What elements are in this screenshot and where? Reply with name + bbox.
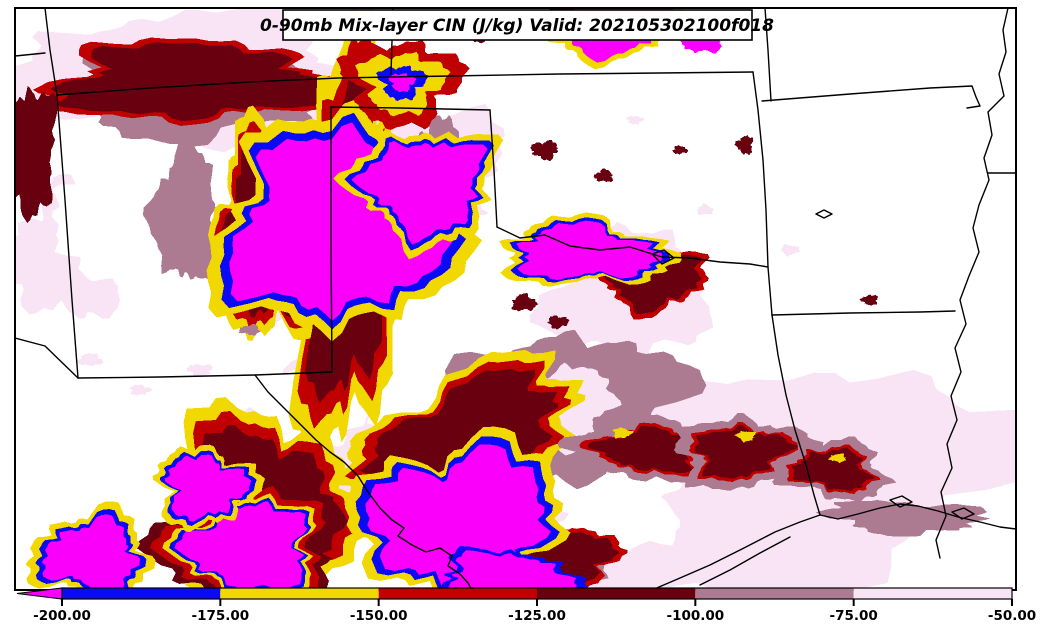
magenta-bottom-left-magenta <box>41 514 141 590</box>
speck-maroon <box>593 168 613 182</box>
lake-texoma <box>651 249 675 265</box>
lake-arkansas <box>815 209 833 219</box>
river-red <box>496 226 769 268</box>
coast-gulf <box>651 503 1016 590</box>
plot-title: 0-90mb Mix-layer CIN (J/kg) Valid: 20210… <box>260 16 774 36</box>
border-missouri-arkansas <box>761 85 981 109</box>
border-37n-parallel <box>56 71 754 96</box>
colorbar-segment-yellow <box>220 588 379 599</box>
speck-maroon <box>530 139 558 161</box>
mauve-coastal-strip-mauve <box>815 500 991 537</box>
magenta-kansas-west-magenta <box>229 122 455 321</box>
maroon-left-edge-maroon <box>15 86 58 223</box>
magenta-west-texas-magenta <box>164 454 252 522</box>
maroon-east-texas-2-maroon <box>694 425 798 479</box>
colorbar: -200.00 -175.00 -150.00 -125.00 -100.00 -75.0… <box>16 587 1036 624</box>
speck-yellow <box>734 431 757 443</box>
speck-yellow <box>612 427 634 439</box>
colorbar-segment-mauve <box>695 588 854 599</box>
speck-pink <box>75 352 104 367</box>
speck-pink <box>129 384 152 396</box>
border-newmexico-west <box>56 94 79 379</box>
magenta-south-texas-ext-magenta <box>446 550 578 590</box>
cluster-panhandle-north-magenta <box>387 73 417 93</box>
colorbar-tick-label: -125.00 <box>508 608 566 624</box>
white-central-oklahoma-white <box>472 121 653 243</box>
title-box-frame <box>282 9 753 41</box>
border-missouri-west-top <box>764 8 772 102</box>
border-utah-colorado <box>44 8 58 96</box>
coast-barrier-island <box>699 536 791 586</box>
colorbar-segment-blue <box>62 588 221 599</box>
border-oklahoma-west <box>489 109 498 228</box>
border-topleft-segment <box>15 52 46 57</box>
colorbar-tick-label: -200.00 <box>33 608 91 624</box>
speck-pink <box>909 463 929 476</box>
magenta-border-cluster-magenta <box>174 500 308 590</box>
colorbar-tick-label: -175.00 <box>191 608 249 624</box>
speck-maroon <box>734 135 754 155</box>
maroon-colorado-band-maroon <box>50 42 365 122</box>
border-texas-louisiana <box>771 314 821 516</box>
colorbar-segment-pink <box>853 588 1012 599</box>
speck-pink <box>625 116 645 125</box>
magenta-red-river-magenta <box>516 220 663 280</box>
speck-yellow <box>827 453 847 463</box>
speck-maroon <box>511 293 538 312</box>
speck-mauve <box>238 323 261 336</box>
border-arizona-corner <box>15 337 79 379</box>
colorbar-segment-maroon <box>537 588 696 599</box>
colorbar-segment-red <box>378 588 537 599</box>
river-mississippi <box>935 8 1009 559</box>
lake-louisiana-1 <box>889 495 913 508</box>
maroon-east-texas-3-maroon <box>791 447 875 491</box>
speck-pink <box>696 203 715 216</box>
colorbar-tick-label: -150.00 <box>350 608 408 624</box>
border-33n-arkansas-louisiana <box>771 310 956 316</box>
maroon-east-texas-1-maroon <box>587 426 693 474</box>
colorbar-tick-label: -75.00 <box>830 608 878 624</box>
border-newmexico-texas <box>330 106 333 373</box>
border-panhandle-south <box>330 106 491 111</box>
border-kansas-missouri <box>752 71 773 316</box>
speck-maroon <box>672 145 689 155</box>
speck-pink <box>780 244 801 257</box>
speck-maroon <box>547 315 570 330</box>
river-rio-grande <box>254 374 473 590</box>
colorbar-tick-label: -50.00 <box>988 608 1036 624</box>
speck-pink <box>185 363 213 378</box>
border-32n-mexico <box>77 371 333 379</box>
magenta-panhandle-lobe-magenta <box>351 140 488 245</box>
colorbar-tick-label: -100.00 <box>666 608 724 624</box>
speck-maroon <box>859 294 878 306</box>
mauve-colorado-streak-mauve <box>142 127 217 283</box>
speck-pink <box>859 414 882 427</box>
lake-louisiana-2 <box>951 507 975 520</box>
title-box: 0-90mb Mix-layer CIN (J/kg) Valid: 20210… <box>260 9 774 41</box>
